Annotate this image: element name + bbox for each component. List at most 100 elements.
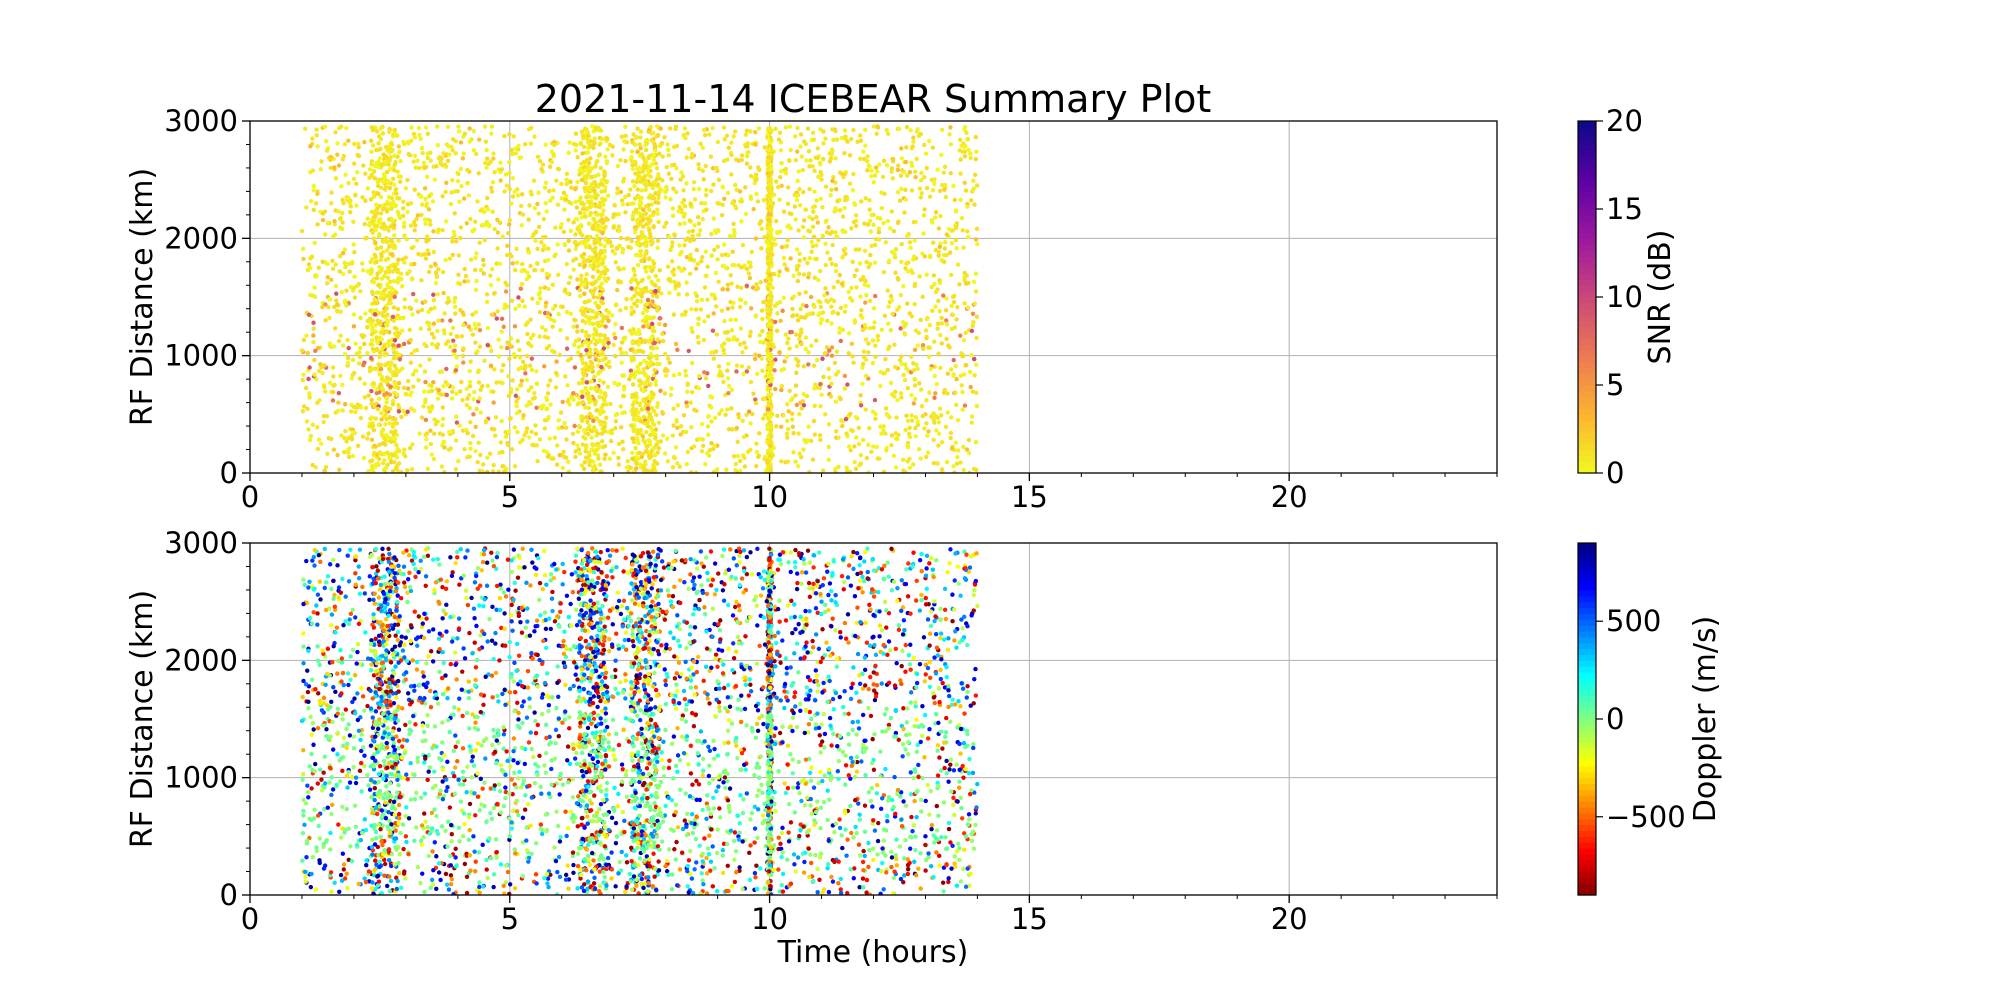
- data-point: [368, 167, 372, 171]
- data-point: [532, 443, 536, 447]
- data-point: [352, 324, 356, 328]
- data-point: [581, 435, 585, 439]
- data-point: [385, 396, 389, 400]
- data-point: [598, 333, 602, 337]
- data-point: [483, 223, 487, 227]
- data-point: [611, 144, 615, 148]
- data-point: [358, 355, 362, 359]
- data-point: [709, 232, 713, 236]
- data-point: [827, 348, 831, 352]
- data-point: [841, 328, 845, 332]
- data-point: [711, 182, 715, 186]
- data-point: [604, 416, 608, 420]
- data-point: [473, 256, 477, 260]
- data-point: [602, 457, 606, 461]
- data-point: [722, 319, 726, 323]
- data-point: [473, 449, 477, 453]
- snr-colorbar-label: SNR (dB): [1643, 230, 1678, 365]
- data-point: [838, 208, 842, 212]
- data-point: [910, 188, 914, 192]
- data-point: [566, 358, 570, 362]
- data-point: [610, 244, 614, 248]
- data-point: [319, 159, 323, 163]
- data-point: [909, 393, 913, 397]
- data-point: [324, 139, 328, 143]
- data-point: [422, 252, 426, 256]
- data-point: [507, 222, 511, 226]
- data-point: [871, 338, 875, 342]
- data-point: [812, 189, 816, 193]
- data-point: [788, 211, 792, 215]
- data-point: [634, 391, 638, 395]
- data-point: [553, 226, 557, 230]
- data-point: [954, 441, 958, 445]
- data-point: [963, 403, 967, 407]
- data-point: [660, 154, 664, 158]
- data-point: [306, 351, 310, 355]
- data-point: [347, 455, 351, 459]
- data-point: [768, 304, 772, 308]
- data-point: [680, 268, 684, 272]
- data-point: [886, 132, 890, 136]
- data-point: [833, 156, 837, 160]
- data-point: [347, 270, 351, 274]
- data-point: [859, 403, 863, 407]
- data-point: [869, 450, 873, 454]
- data-point: [528, 264, 532, 268]
- data-point: [676, 292, 680, 296]
- data-point: [744, 133, 748, 137]
- data-point: [589, 386, 593, 390]
- data-point: [382, 436, 386, 440]
- data-point: [405, 410, 409, 414]
- data-point: [446, 296, 450, 300]
- data-point: [516, 339, 520, 343]
- data-point: [520, 299, 524, 303]
- data-point: [826, 367, 830, 371]
- data-point: [517, 304, 521, 308]
- data-point: [757, 222, 761, 226]
- data-point: [869, 168, 873, 172]
- data-point: [512, 134, 516, 138]
- data-point: [645, 324, 649, 328]
- data-point: [307, 395, 311, 399]
- data-point: [515, 187, 519, 191]
- data-point: [557, 312, 561, 316]
- data-point: [890, 209, 894, 213]
- data-point: [926, 429, 930, 433]
- data-point: [311, 340, 315, 344]
- data-point: [865, 456, 869, 460]
- data-point: [381, 152, 385, 156]
- data-point: [605, 147, 609, 151]
- data-point: [441, 417, 445, 421]
- data-point: [331, 267, 335, 271]
- data-point: [456, 459, 460, 463]
- data-point: [672, 272, 676, 276]
- data-point: [608, 402, 612, 406]
- data-point: [353, 295, 357, 299]
- data-point: [505, 244, 509, 248]
- data-point: [919, 387, 923, 391]
- data-point: [590, 414, 594, 418]
- data-point: [406, 141, 410, 145]
- data-point: [352, 250, 356, 254]
- data-point: [772, 368, 776, 372]
- data-point: [646, 406, 650, 410]
- data-point: [657, 322, 661, 326]
- data-point: [837, 330, 841, 334]
- data-point: [748, 264, 752, 268]
- data-point: [746, 365, 750, 369]
- data-point: [388, 186, 392, 190]
- data-point: [973, 173, 977, 177]
- data-point: [720, 344, 724, 348]
- data-point: [413, 223, 417, 227]
- data-point: [459, 225, 463, 229]
- data-point: [623, 125, 627, 129]
- data-point: [672, 163, 676, 167]
- data-point: [472, 129, 476, 133]
- data-point: [739, 286, 743, 290]
- data-point: [671, 423, 675, 427]
- data-point: [410, 442, 414, 446]
- data-point: [390, 196, 394, 200]
- data-point: [924, 336, 928, 340]
- data-point: [534, 369, 538, 373]
